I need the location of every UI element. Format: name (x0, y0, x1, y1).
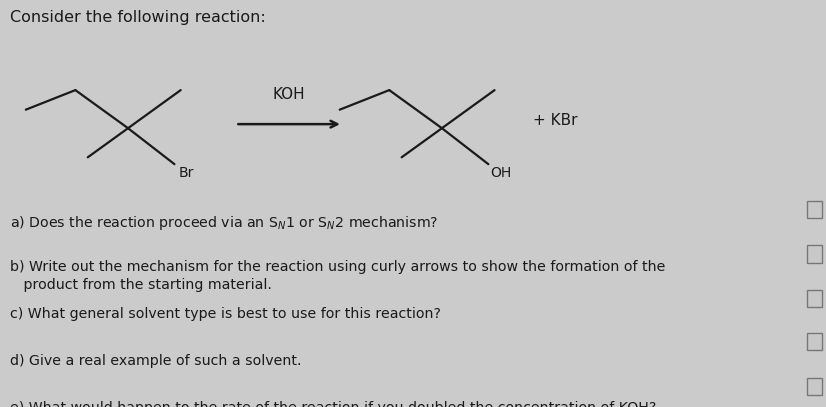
FancyBboxPatch shape (807, 378, 822, 395)
FancyBboxPatch shape (807, 245, 822, 263)
FancyBboxPatch shape (807, 290, 822, 307)
Text: OH: OH (490, 166, 511, 180)
Text: c) What general solvent type is best to use for this reaction?: c) What general solvent type is best to … (10, 307, 441, 321)
Text: KOH: KOH (273, 87, 306, 102)
Text: + KBr: + KBr (533, 113, 577, 127)
Text: b) Write out the mechanism for the reaction using curly arrows to show the forma: b) Write out the mechanism for the react… (10, 260, 665, 292)
FancyBboxPatch shape (807, 201, 822, 218)
FancyBboxPatch shape (807, 333, 822, 350)
Text: a) Does the reaction proceed via an S$_N$1 or S$_N$2 mechanism?: a) Does the reaction proceed via an S$_N… (10, 214, 439, 232)
Text: Consider the following reaction:: Consider the following reaction: (10, 10, 266, 25)
Text: d) Give a real example of such a solvent.: d) Give a real example of such a solvent… (10, 354, 301, 368)
Text: Br: Br (178, 166, 194, 180)
Text: e) What would happen to the rate of the reaction if you doubled the concentratio: e) What would happen to the rate of the … (10, 401, 657, 407)
